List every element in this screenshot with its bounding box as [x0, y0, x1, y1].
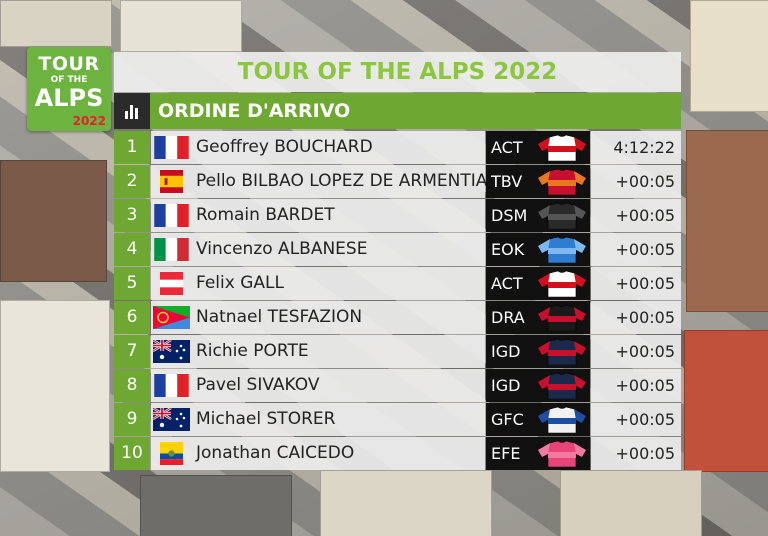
rider-name: Natnael TESFAZION: [196, 307, 363, 327]
result-row: 8 Pavel SIVAKOV IGD +00:05: [114, 369, 681, 402]
result-row: 10 Jonathan CAICEDO EFE +00:05: [114, 437, 681, 470]
rider-cell: Romain BARDET: [151, 199, 485, 232]
team-jersey-icon: [536, 338, 588, 366]
team-code: IGD: [491, 342, 521, 361]
finish-position: 8: [114, 369, 150, 402]
finish-position: 1: [114, 131, 150, 164]
spain-flag: [153, 170, 190, 193]
finish-time: +00:05: [591, 199, 681, 232]
logo-year: 2022: [72, 114, 106, 128]
finish-time: +00:05: [591, 437, 681, 470]
team-cell: DSM: [486, 199, 590, 232]
logo-line-3: ALPS: [34, 84, 104, 112]
team-code: EOK: [491, 240, 525, 259]
team-cell: EFE: [486, 437, 590, 470]
rider-name: Geoffrey BOUCHARD: [196, 137, 373, 157]
finish-position: 9: [114, 403, 150, 436]
finish-time: +00:05: [591, 369, 681, 402]
team-jersey-icon: [536, 440, 588, 468]
logo-line-2: OF THE: [50, 75, 88, 85]
rider-cell: Geoffrey BOUCHARD: [151, 131, 485, 164]
rider-name: Romain BARDET: [196, 205, 335, 225]
results-header-label: ORDINE D'ARRIVO: [158, 100, 351, 122]
team-code: TBV: [491, 172, 523, 191]
result-row: 4 Vincenzo ALBANESE EOK +00:05: [114, 233, 681, 266]
finish-position: 7: [114, 335, 150, 368]
team-code: GFC: [491, 410, 524, 429]
logo-line-1: TOUR: [38, 53, 100, 75]
finish-time: +00:05: [591, 267, 681, 300]
team-cell: TBV: [486, 165, 590, 198]
team-code: DSM: [491, 206, 528, 225]
team-jersey-icon: [536, 236, 588, 264]
team-jersey-icon: [536, 202, 588, 230]
rider-name: Vincenzo ALBANESE: [196, 239, 368, 259]
france-flag: [153, 374, 190, 397]
team-code: ACT: [491, 138, 523, 157]
rider-cell: Natnael TESFAZION: [151, 301, 485, 334]
australia-flag: [153, 340, 190, 363]
team-cell: GFC: [486, 403, 590, 436]
finish-position: 6: [114, 301, 150, 334]
rider-name: Pello BILBAO LOPEZ DE ARMENTIA: [196, 171, 488, 191]
team-jersey-icon: [536, 304, 588, 332]
finish-time: +00:05: [591, 403, 681, 436]
rider-cell: Michael STORER: [151, 403, 485, 436]
team-cell: IGD: [486, 369, 590, 402]
team-cell: ACT: [486, 267, 590, 300]
rider-cell: Felix GALL: [151, 267, 485, 300]
result-row: 9 Michael STORER GFC +00:05: [114, 403, 681, 436]
france-flag: [153, 136, 190, 159]
finish-time: +00:05: [591, 233, 681, 266]
rider-cell: Pello BILBAO LOPEZ DE ARMENTIA: [151, 165, 488, 198]
finish-position: 2: [114, 165, 150, 198]
australia-flag: [153, 408, 190, 431]
team-jersey-icon: [536, 134, 588, 162]
rider-cell: Jonathan CAICEDO: [151, 437, 485, 470]
result-row: 5 Felix GALL ACT +00:05: [114, 267, 681, 300]
results-header: ORDINE D'ARRIVO: [114, 93, 681, 129]
team-code: IGD: [491, 376, 521, 395]
result-row: 3 Romain BARDET DSM +00:05: [114, 199, 681, 232]
team-cell: IGD: [486, 335, 590, 368]
finish-time: 4:12:22: [591, 131, 681, 164]
race-title: TOUR OF THE ALPS 2022: [114, 52, 681, 92]
result-row: 6 Natnael TESFAZION DRA +00:05: [114, 301, 681, 334]
rider-cell: Pavel SIVAKOV: [151, 369, 485, 402]
rider-name: Michael STORER: [196, 409, 336, 429]
rider-cell: Richie PORTE: [151, 335, 485, 368]
result-row: 2 Pello BILBAO LOPEZ DE ARMENTIA TBV +00:05: [114, 165, 681, 198]
rider-name: Pavel SIVAKOV: [196, 375, 320, 395]
rider-name: Richie PORTE: [196, 341, 309, 361]
team-cell: DRA: [486, 301, 590, 334]
team-jersey-icon: [536, 372, 588, 400]
team-cell: ACT: [486, 131, 590, 164]
rider-name: Felix GALL: [196, 273, 284, 293]
team-code: DRA: [491, 308, 525, 327]
result-row: 7 Richie PORTE IGD +00:05: [114, 335, 681, 368]
tour-of-the-alps-logo: TOUR OF THE ALPS 2022: [27, 47, 111, 131]
ecuador-flag: [153, 442, 190, 465]
finish-time: +00:05: [591, 335, 681, 368]
italy-flag: [153, 238, 190, 261]
finish-position: 4: [114, 233, 150, 266]
team-jersey-icon: [536, 406, 588, 434]
team-jersey-icon: [536, 168, 588, 196]
finish-time: +00:05: [591, 301, 681, 334]
finish-position: 5: [114, 267, 150, 300]
team-code: ACT: [491, 274, 523, 293]
finish-position: 10: [114, 437, 150, 470]
rider-name: Jonathan CAICEDO: [196, 443, 355, 463]
finish-position: 3: [114, 199, 150, 232]
finish-time: +00:05: [591, 165, 681, 198]
team-code: EFE: [491, 444, 521, 463]
france-flag: [153, 204, 190, 227]
team-cell: EOK: [486, 233, 590, 266]
team-jersey-icon: [536, 270, 588, 298]
bar-chart-icon: [114, 93, 150, 129]
eritrea-flag: [153, 306, 190, 329]
austria-flag: [153, 272, 190, 295]
rider-cell: Vincenzo ALBANESE: [151, 233, 485, 266]
result-row: 1 Geoffrey BOUCHARD ACT 4:12:22: [114, 131, 681, 164]
